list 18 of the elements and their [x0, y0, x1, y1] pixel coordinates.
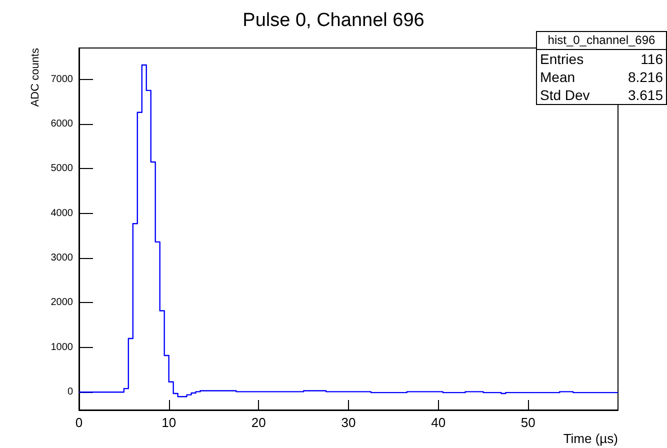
x-tick-label: 0: [75, 415, 83, 430]
x-tick-label: 10: [162, 415, 176, 430]
x-tick-label: 30: [341, 415, 356, 430]
y-tick-label: 3000: [50, 252, 74, 264]
y-tick-label: 1000: [50, 342, 74, 353]
x-tick-label: 20: [251, 415, 266, 430]
x-tick-label: 40: [431, 415, 446, 430]
y-tick-label: 4000: [50, 208, 74, 219]
x-tick-label: 50: [520, 415, 536, 430]
y-tick-label: 5000: [50, 163, 74, 174]
y-tick-label: 6000: [50, 118, 74, 130]
x-axis-title: Time (µs): [563, 431, 618, 446]
y-tick-label: 7000: [50, 74, 74, 85]
stats-box: hist_0_channel_696 Entries 116 Mean 8.216 Std Dev 3.615: [536, 31, 667, 105]
y-tick-label: 0: [67, 386, 74, 398]
chart-title: Pulse 0, Channel 696: [242, 10, 424, 31]
y-tick-label: 2000: [50, 297, 74, 308]
y-axis-title: ADC counts: [30, 48, 42, 107]
